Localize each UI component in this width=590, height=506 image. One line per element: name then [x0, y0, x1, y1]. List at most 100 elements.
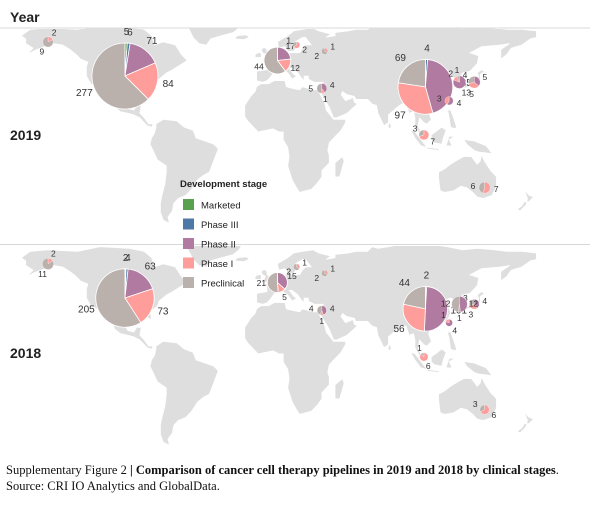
year-label-2018: 2018	[10, 345, 41, 361]
slice-value-label: 5	[124, 27, 130, 38]
slice-value-label: 6	[426, 361, 431, 371]
slice-value-label: 2	[448, 69, 453, 79]
caption-source: . Source: CRI IO Analytics and GlobalDat…	[6, 463, 559, 493]
slice-value-label: 4	[330, 80, 335, 90]
land-africa	[244, 80, 346, 193]
pie-slice-phase-i	[397, 82, 434, 115]
year-header: Year	[10, 9, 40, 25]
pie-slice-preclinical	[451, 296, 460, 313]
slice-value-label: 277	[76, 88, 93, 99]
pie-slice-preclinical	[95, 268, 142, 328]
land-sri-lanka	[388, 343, 392, 352]
legend-label: Marketed	[201, 201, 241, 212]
legend-label: Preclinical	[201, 279, 244, 290]
pie-singapore: 61	[417, 343, 431, 371]
slice-value-label: 12	[290, 63, 300, 73]
legend-entry: Phase II	[183, 238, 236, 251]
pie-slice-preclinical	[456, 75, 460, 83]
slice-value-label: 21	[257, 278, 267, 288]
pie-alaska: 29	[40, 28, 57, 57]
slice-value-label: 84	[163, 79, 175, 90]
legend-title: Development stage	[180, 179, 267, 190]
slice-value-label: 11	[38, 269, 47, 279]
slice-value-label: 1	[330, 264, 335, 274]
pie-alaska: 2 11	[38, 249, 56, 280]
slice-value-label: 6	[127, 27, 133, 38]
slice-value-label: 4	[463, 70, 468, 80]
slice-value-label: 4	[424, 44, 430, 55]
slice-value-label: 71	[146, 36, 158, 47]
pie-slice-phase-i	[480, 404, 490, 415]
land-philippines	[447, 109, 457, 130]
land-sumatra	[409, 129, 428, 148]
pie-slice-preclinical	[316, 83, 322, 94]
pie-slice-preclinical	[397, 59, 426, 88]
land-madagascar	[334, 378, 345, 400]
pie-scandinavia: 21	[286, 35, 307, 54]
land-borneo	[431, 126, 447, 145]
pie-north-america: 56 71 84 277	[76, 27, 175, 110]
slice-value-label: 44	[399, 278, 411, 289]
pie-slice-phase-i	[445, 319, 450, 324]
pie-slice-phase-i	[402, 303, 426, 332]
slice-value-label: 2	[123, 253, 129, 264]
land-iceland	[233, 256, 250, 262]
pie-japan: 433	[463, 293, 487, 320]
legend-entry: Preclinical	[183, 277, 244, 290]
slice-value-label: 56	[393, 324, 405, 335]
panel-2019: 2019567184277413597691712442955413214373…	[10, 27, 537, 224]
slice-value-label: 1	[455, 65, 460, 75]
pie-slice-preclinical	[266, 272, 279, 293]
slice-value-label: 97	[395, 111, 407, 122]
land-iceland	[233, 34, 250, 40]
land-ireland	[254, 52, 262, 58]
slice-value-label: 1	[319, 316, 324, 326]
pie-japan: 554	[463, 70, 488, 99]
slice-value-label: 5	[282, 292, 287, 302]
land-madagascar	[334, 156, 345, 178]
slice-value-label: 205	[78, 304, 95, 315]
land-australia	[438, 376, 497, 421]
pie-slice-preclinical	[420, 352, 425, 358]
legend-label: Phase III	[201, 220, 239, 231]
pie-slice-preclinical	[42, 258, 54, 270]
slice-value-label: 5	[483, 72, 488, 82]
pie-slice-phase-ii	[447, 96, 454, 106]
slice-value-label: 4	[330, 304, 335, 314]
pie-slice-preclinical	[469, 299, 475, 306]
slice-value-label: 7	[494, 184, 499, 194]
pie-western-europe: 17 12 44	[254, 41, 300, 75]
legend-swatch	[183, 238, 194, 249]
slice-value-label: 4	[482, 296, 487, 306]
pie-slice-phase-ii	[423, 286, 448, 332]
slice-value-label: 44	[254, 62, 264, 72]
pie-south-korea: 13 2 1	[448, 65, 471, 97]
pie-slice-preclinical	[418, 129, 425, 137]
slice-value-label: 9	[40, 46, 45, 56]
slice-value-label: 6	[492, 410, 497, 420]
pie-australia: 76	[471, 181, 499, 194]
slice-value-label: 3	[413, 124, 418, 134]
slice-value-label: 1	[323, 94, 328, 104]
slice-value-label: 17	[286, 41, 296, 51]
pie-north-america: 24 63 73 205	[78, 253, 169, 328]
slice-value-label: 4	[452, 326, 457, 336]
slice-value-label: 1	[457, 313, 462, 323]
pie-israel: 415	[308, 80, 334, 104]
pie-slice-preclinical	[468, 76, 475, 84]
land-ireland	[254, 274, 262, 280]
map-background	[20, 246, 537, 446]
pie-slice-preclinical	[293, 41, 297, 47]
pie-slice-preclinical	[91, 42, 149, 110]
pie-slice-preclinical	[478, 181, 485, 194]
slice-value-label: 3	[469, 310, 474, 320]
land-sri-lanka	[388, 121, 392, 130]
pie-taiwan: 41	[441, 310, 457, 335]
slice-value-label: 1	[330, 42, 335, 52]
slice-value-label: 1	[286, 35, 291, 45]
slice-value-label: 7	[430, 136, 435, 146]
pie-slice-phase-ii	[459, 296, 468, 313]
pie-slice-phase-i	[124, 288, 155, 324]
slice-value-label: 2	[286, 267, 291, 277]
slice-value-label: 3	[463, 293, 468, 303]
